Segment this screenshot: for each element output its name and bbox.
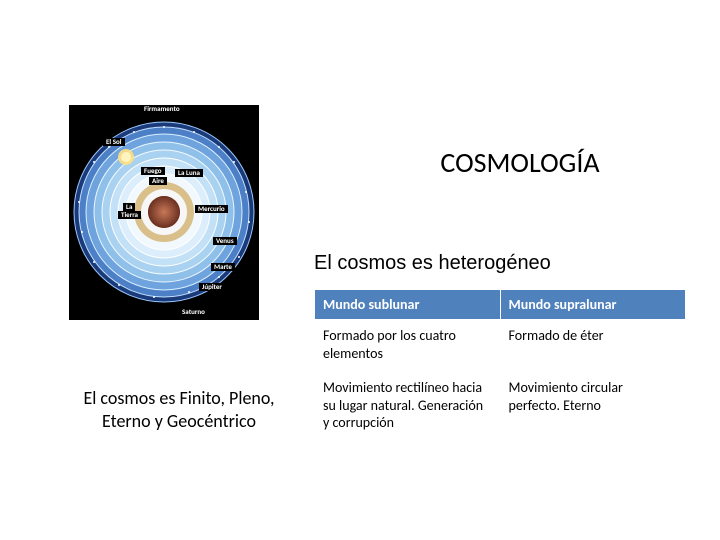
diagram-label-mercurio: Mercurio [195,205,228,213]
table-header-supralunar: Mundo supralunar [500,290,686,320]
page-title: COSMOLOGÍA [375,145,665,180]
diagram-label-venus: Venus [213,237,237,245]
table-cell: Movimiento circular perfecto. Eterno [500,372,686,442]
table-row: Movimiento rectilíneo hacia su lugar nat… [315,372,686,442]
table-cell: Movimiento rectilíneo hacia su lugar nat… [315,372,501,442]
diagram-label-marte: Marte [211,263,235,271]
diagram-label-fuego: Fuego [141,167,165,175]
diagram-label-saturno: Saturno [179,308,208,316]
diagram-label-jupiter: Júpiter [199,283,225,291]
subtitle: El cosmos es heterogéneo [314,252,551,275]
diagram-caption: El cosmos es Finito, Pleno, Eterno y Geo… [69,387,289,432]
diagram-label-firmamento: Firmamento [141,105,183,113]
diagram-label-sol: El Sol [103,138,125,146]
table-header-sublunar: Mundo sublunar [315,290,501,320]
diagram-label-tierra: Tierra [118,211,141,219]
table-cell: Formado de éter [500,320,686,372]
cosmology-diagram: Firmamento El Sol Fuego Aire La Luna Mer… [69,105,259,320]
cosmology-svg [69,105,259,320]
diagram-label-aire: Aire [149,177,167,185]
table-row: Formado por los cuatro elementos Formado… [315,320,686,372]
diagram-label-luna: La Luna [175,169,203,177]
slide-page: Firmamento El Sol Fuego Aire La Luna Mer… [0,0,720,540]
table-cell: Formado por los cuatro elementos [315,320,501,372]
comparison-table: Mundo sublunar Mundo supralunar Formado … [314,289,686,442]
